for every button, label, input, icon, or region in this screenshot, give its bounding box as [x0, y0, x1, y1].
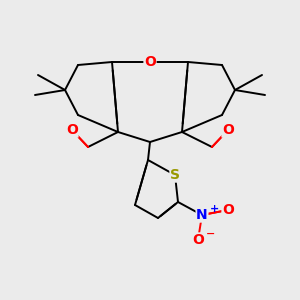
Text: S: S — [170, 168, 180, 182]
Text: O: O — [66, 123, 78, 137]
Text: O: O — [222, 203, 234, 217]
Text: N: N — [196, 208, 208, 222]
Text: +: + — [210, 204, 219, 214]
Text: O: O — [222, 123, 234, 137]
Text: O: O — [192, 233, 204, 247]
Text: O: O — [144, 55, 156, 69]
Text: −: − — [206, 229, 215, 239]
